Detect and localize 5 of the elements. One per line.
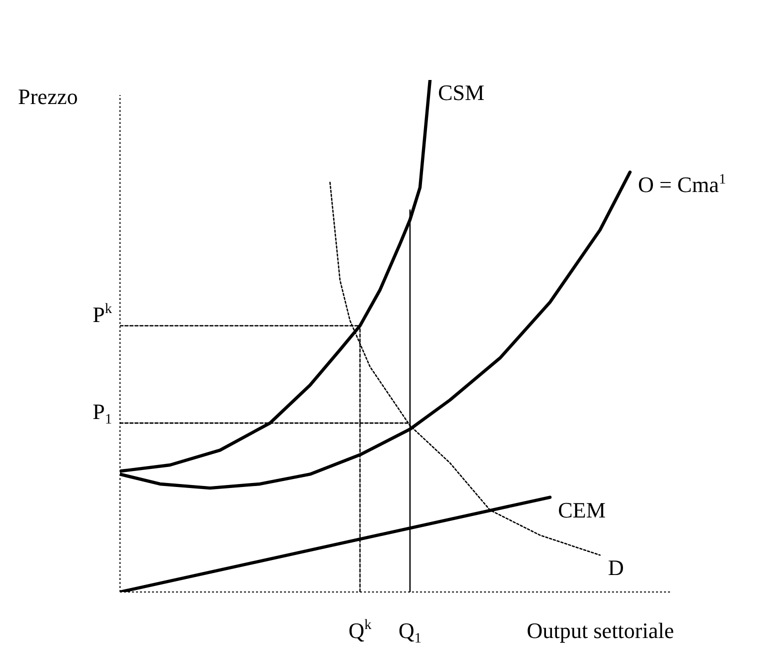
series-label: D	[608, 555, 624, 580]
x-axis-title: Output settoriale	[526, 618, 674, 643]
series-label: CSM	[438, 80, 484, 105]
series-label: CEM	[558, 497, 606, 522]
y-axis-title: Prezzo	[18, 84, 78, 109]
